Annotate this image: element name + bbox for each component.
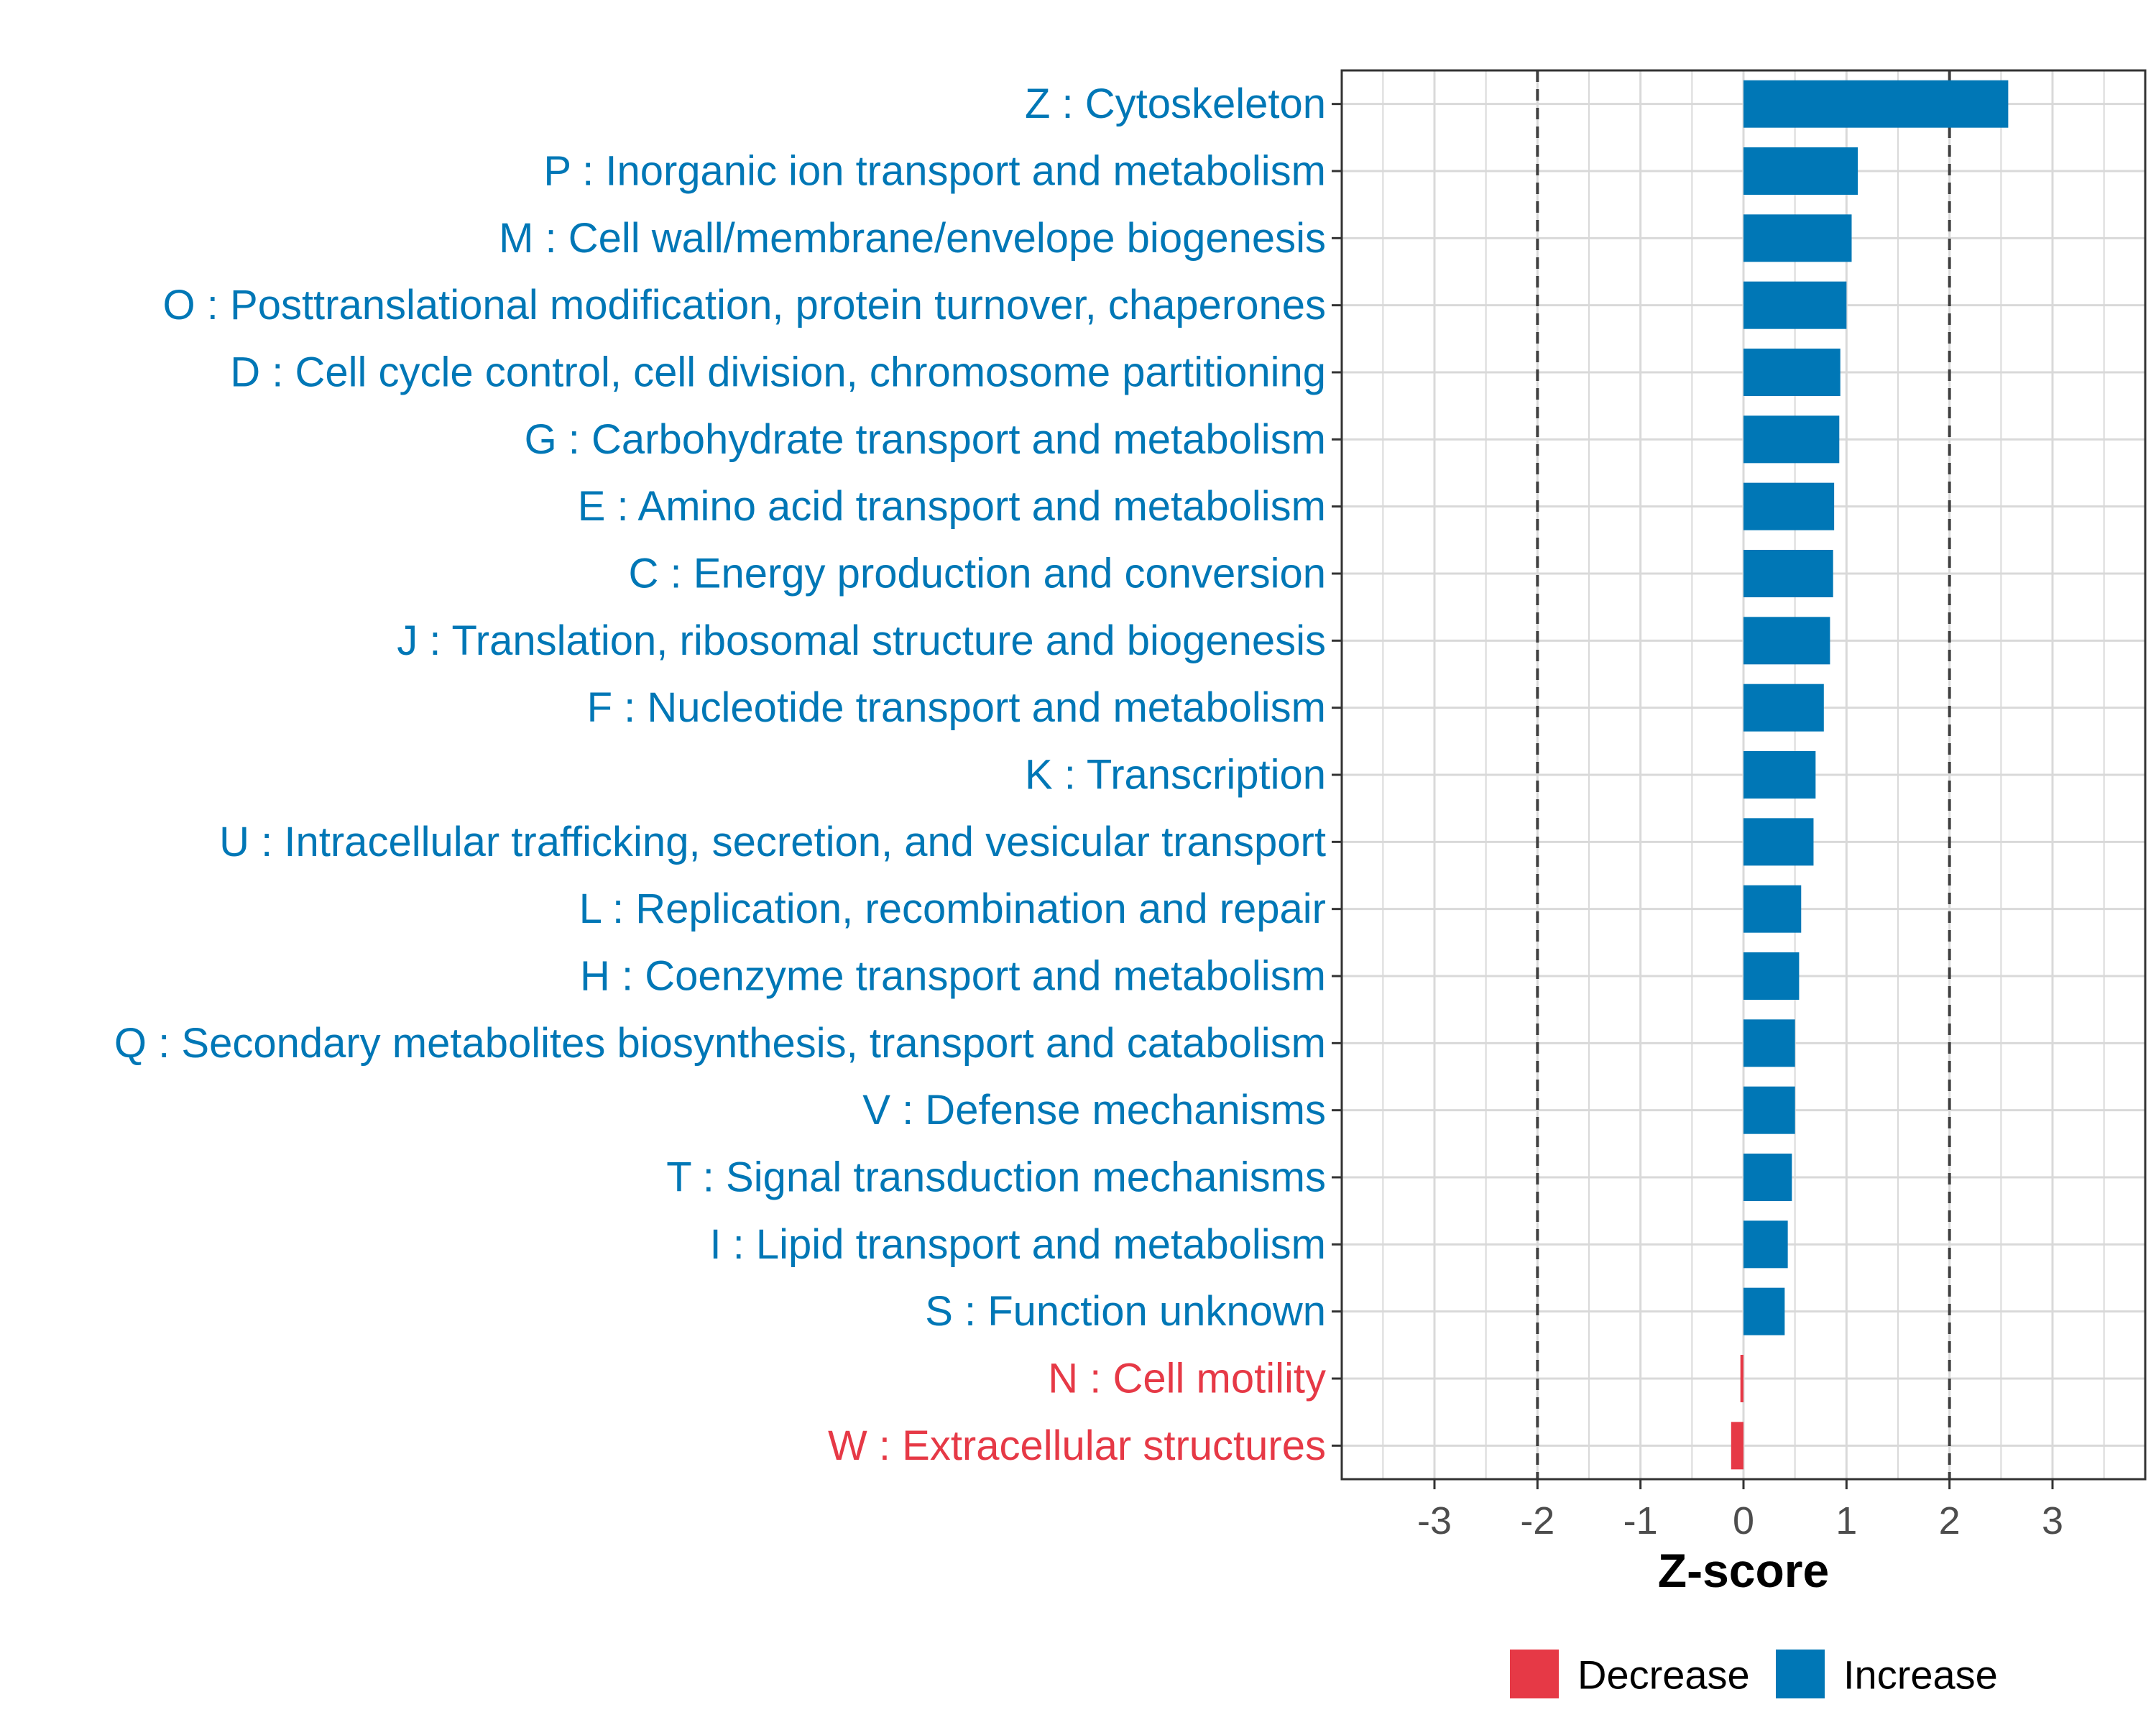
category-label: M : Cell wall/membrane/envelope biogenes… bbox=[499, 215, 1326, 262]
x-tick-label: 3 bbox=[2042, 1499, 2063, 1542]
bar bbox=[1743, 1154, 1792, 1201]
category-labels: Z : Cytoskeleton P : Inorganic ion transp… bbox=[114, 80, 1326, 1469]
bar bbox=[1743, 952, 1800, 1000]
bar bbox=[1743, 214, 1852, 262]
legend-swatch bbox=[1510, 1650, 1559, 1698]
category-label: Z : Cytoskeleton bbox=[1025, 80, 1326, 127]
bar bbox=[1743, 751, 1816, 799]
y-axis-ticks bbox=[1332, 103, 1342, 1447]
bar bbox=[1743, 885, 1802, 933]
x-axis-tick-labels: -3 -2 -1 0 1 2 3 bbox=[1417, 1499, 2063, 1542]
category-label: W : Extracellular structures bbox=[828, 1422, 1326, 1469]
bar bbox=[1743, 281, 1847, 329]
bar bbox=[1743, 1019, 1795, 1067]
x-tick-label: 1 bbox=[1835, 1499, 1857, 1542]
x-axis-ticks bbox=[1433, 1479, 2054, 1489]
bar bbox=[1743, 818, 1814, 866]
bar bbox=[1743, 80, 2009, 128]
bar bbox=[1743, 684, 1824, 732]
bar bbox=[1743, 550, 1833, 597]
category-label: F : Nucleotide transport and metabolism bbox=[587, 684, 1326, 731]
category-label: L : Replication, recombination and repai… bbox=[579, 886, 1326, 932]
bar bbox=[1743, 349, 1841, 396]
legend-label: Decrease bbox=[1577, 1652, 1750, 1698]
reference-lines bbox=[1536, 70, 1951, 1479]
bar bbox=[1743, 415, 1840, 464]
x-tick-label: 2 bbox=[1939, 1499, 1961, 1542]
category-label: O : Posttranslational modification, prot… bbox=[163, 282, 1326, 328]
category-label: H : Coenzyme transport and metabolism bbox=[580, 953, 1326, 1000]
bar bbox=[1743, 147, 1858, 195]
category-label: C : Energy production and conversion bbox=[629, 551, 1326, 597]
category-label: V : Defense mechanisms bbox=[862, 1087, 1326, 1133]
legend: Decrease Increase bbox=[1510, 1650, 1998, 1698]
category-label: G : Carbohydrate transport and metabolis… bbox=[525, 416, 1326, 463]
category-label: T : Signal transduction mechanisms bbox=[666, 1154, 1326, 1201]
legend-swatch bbox=[1776, 1650, 1825, 1698]
bar bbox=[1731, 1422, 1743, 1470]
x-tick-label: 0 bbox=[1733, 1499, 1754, 1542]
category-label: U : Intracellular trafficking, secretion… bbox=[219, 819, 1326, 865]
category-label: S : Function unknown bbox=[925, 1288, 1326, 1335]
bars bbox=[1731, 80, 2009, 1470]
category-label: K : Transcription bbox=[1025, 752, 1326, 799]
x-tick-label: -1 bbox=[1623, 1499, 1658, 1542]
bar bbox=[1743, 1220, 1788, 1269]
category-label: E : Amino acid transport and metabolism bbox=[578, 483, 1326, 530]
bar bbox=[1743, 1287, 1785, 1335]
bar bbox=[1743, 482, 1835, 530]
category-label: I : Lipid transport and metabolism bbox=[709, 1221, 1326, 1268]
category-label: D : Cell cycle control, cell division, c… bbox=[230, 349, 1326, 396]
category-label: P : Inorganic ion transport and metaboli… bbox=[543, 148, 1326, 195]
category-label: Q : Secondary metabolites biosynthesis, … bbox=[114, 1020, 1326, 1067]
x-tick-label: -3 bbox=[1417, 1499, 1452, 1542]
x-axis-title: Z-score bbox=[1658, 1544, 1829, 1597]
bar bbox=[1740, 1355, 1743, 1402]
category-label: N : Cell motility bbox=[1048, 1356, 1326, 1402]
x-tick-label: -2 bbox=[1520, 1499, 1554, 1542]
legend-label: Increase bbox=[1843, 1652, 1998, 1698]
category-label: J : Translation, ribosomal structure and… bbox=[397, 617, 1326, 664]
bar bbox=[1743, 1086, 1795, 1134]
bar bbox=[1743, 617, 1830, 665]
